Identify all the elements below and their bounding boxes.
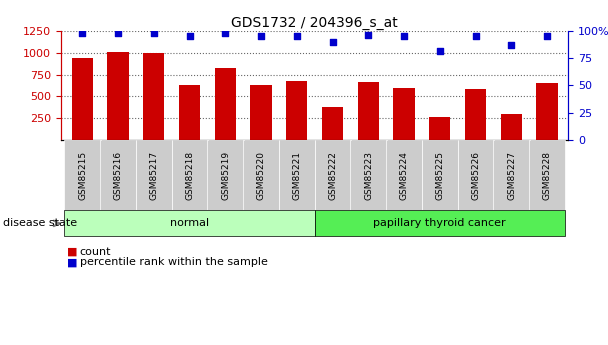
Point bbox=[149, 30, 159, 36]
Text: count: count bbox=[80, 247, 111, 257]
Bar bbox=[72, 58, 93, 140]
Bar bbox=[536, 83, 558, 140]
Text: GSM85220: GSM85220 bbox=[257, 150, 266, 200]
Text: GSM85216: GSM85216 bbox=[114, 150, 123, 200]
Text: GSM85223: GSM85223 bbox=[364, 150, 373, 200]
Point bbox=[220, 30, 230, 36]
Point bbox=[256, 34, 266, 39]
Bar bbox=[393, 88, 415, 140]
Text: normal: normal bbox=[170, 218, 209, 228]
Text: GSM85222: GSM85222 bbox=[328, 151, 337, 199]
Text: ■: ■ bbox=[67, 257, 78, 267]
Point bbox=[328, 39, 337, 45]
Text: GSM85215: GSM85215 bbox=[78, 150, 87, 200]
Text: GSM85219: GSM85219 bbox=[221, 150, 230, 200]
Title: GDS1732 / 204396_s_at: GDS1732 / 204396_s_at bbox=[231, 16, 398, 30]
Point bbox=[399, 34, 409, 39]
Point bbox=[364, 33, 373, 38]
Point bbox=[77, 30, 87, 36]
Text: GSM85227: GSM85227 bbox=[507, 150, 516, 200]
Text: GSM85228: GSM85228 bbox=[543, 150, 552, 200]
Bar bbox=[107, 52, 129, 140]
Text: disease state: disease state bbox=[3, 218, 77, 228]
Bar bbox=[322, 107, 344, 140]
Text: GSM85221: GSM85221 bbox=[292, 150, 302, 200]
Bar bbox=[429, 117, 451, 140]
Bar bbox=[143, 53, 165, 140]
Bar bbox=[250, 85, 272, 140]
Point bbox=[471, 34, 480, 39]
Bar bbox=[465, 89, 486, 140]
Text: percentile rank within the sample: percentile rank within the sample bbox=[80, 257, 268, 267]
Text: GSM85224: GSM85224 bbox=[400, 151, 409, 199]
Text: GSM85217: GSM85217 bbox=[150, 150, 159, 200]
Point bbox=[435, 48, 444, 53]
Bar bbox=[215, 68, 236, 140]
Point bbox=[292, 34, 302, 39]
Text: GSM85226: GSM85226 bbox=[471, 150, 480, 200]
Bar bbox=[179, 85, 200, 140]
Point bbox=[185, 34, 195, 39]
Bar bbox=[358, 82, 379, 140]
Text: ■: ■ bbox=[67, 247, 78, 257]
Text: GSM85218: GSM85218 bbox=[185, 150, 195, 200]
Bar bbox=[286, 81, 308, 140]
Text: GSM85225: GSM85225 bbox=[435, 150, 444, 200]
Point bbox=[542, 34, 552, 39]
Point bbox=[113, 30, 123, 36]
Text: papillary thyroid cancer: papillary thyroid cancer bbox=[373, 218, 506, 228]
Bar bbox=[500, 114, 522, 140]
Point bbox=[506, 42, 516, 48]
